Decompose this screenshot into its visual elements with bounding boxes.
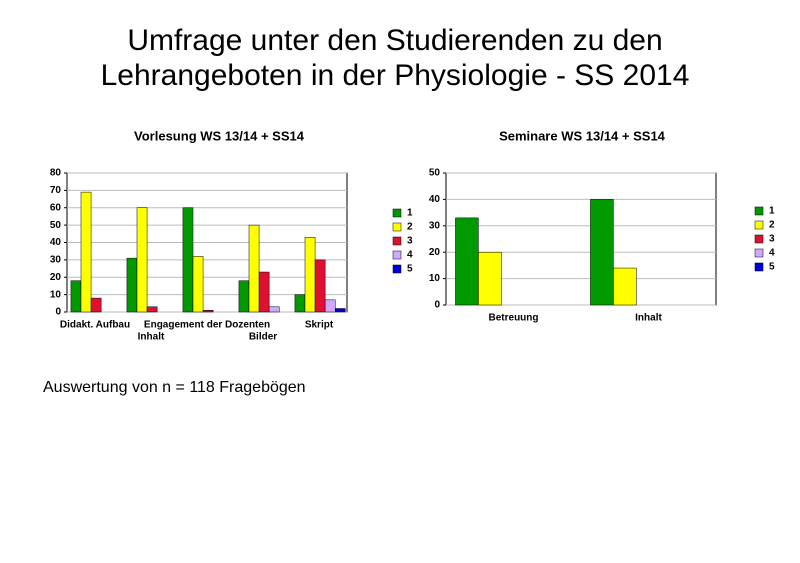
bar (334, 308, 346, 313)
chart-title: Vorlesung WS 13/14 + SS14 (134, 128, 305, 143)
chart-title: Seminare WS 13/14 + SS14 (499, 128, 666, 143)
bar (590, 199, 614, 306)
x-tick-label: Engagement der Dozenten (144, 320, 270, 331)
bar (202, 310, 214, 313)
legend-swatch (754, 262, 764, 272)
bar (304, 237, 316, 313)
legend-label: 5 (407, 264, 413, 275)
y-tick-label: 30 (50, 255, 62, 266)
bar (136, 207, 148, 313)
y-tick-label: 80 (50, 168, 62, 179)
legend-swatch (392, 236, 402, 246)
y-tick-label: 60 (50, 202, 62, 213)
y-tick-label: 20 (50, 272, 62, 283)
legend-swatch (754, 206, 764, 216)
bar (238, 280, 250, 313)
legend-swatch (392, 250, 402, 260)
legend-swatch (392, 208, 402, 218)
legend-swatch (392, 264, 402, 274)
bar (324, 299, 336, 313)
y-tick-label: 40 (429, 194, 441, 205)
legend-label: 5 (769, 262, 775, 273)
y-tick-label: 0 (434, 300, 440, 311)
bar (70, 280, 82, 313)
x-tick-label: Didakt. Aufbau (60, 320, 130, 331)
bar (80, 191, 92, 313)
legend-label: 1 (407, 208, 413, 219)
y-tick-label: 10 (50, 289, 62, 300)
bar (478, 251, 502, 306)
y-tick-label: 10 (429, 273, 441, 284)
bar (294, 294, 306, 313)
legend-swatch (392, 222, 402, 232)
legend-label: 3 (769, 234, 775, 245)
legend-swatch (754, 220, 764, 230)
legend-swatch (754, 248, 764, 258)
bar (455, 217, 479, 306)
legend-label: 4 (407, 250, 413, 261)
x-tick-label: Inhalt (635, 313, 662, 324)
legend-label: 4 (769, 248, 775, 259)
bar (90, 297, 102, 313)
x-tick-label: Skript (305, 320, 334, 331)
x-tick-label: Betreuung (489, 313, 539, 324)
slide-title: Lehrangeboten in der Physiologie - SS 20… (101, 59, 690, 92)
bar (248, 224, 260, 313)
y-tick-label: 50 (429, 168, 441, 179)
legend-label: 2 (407, 222, 413, 233)
bar (182, 207, 194, 313)
legend-label: 3 (407, 236, 413, 247)
footnote: Auswertung von n = 118 Fragebögen (43, 379, 306, 396)
x-tick-label: Inhalt (138, 332, 165, 343)
y-tick-label: 50 (50, 220, 62, 231)
y-tick-label: 30 (429, 220, 441, 231)
y-tick-label: 20 (429, 247, 441, 258)
bar (126, 257, 138, 313)
bar (314, 259, 326, 313)
x-tick-label: Bilder (249, 332, 277, 343)
legend-swatch (754, 234, 764, 244)
bar (258, 271, 270, 313)
y-tick-label: 70 (50, 185, 62, 196)
bar (192, 256, 204, 313)
bar (268, 306, 280, 313)
legend-label: 2 (769, 220, 775, 231)
y-tick-label: 40 (50, 237, 62, 248)
slide-title: Umfrage unter den Studierenden zu den (127, 24, 662, 57)
y-tick-label: 0 (55, 307, 61, 318)
bar (613, 267, 637, 306)
legend-label: 1 (769, 206, 775, 217)
bar (146, 306, 158, 313)
